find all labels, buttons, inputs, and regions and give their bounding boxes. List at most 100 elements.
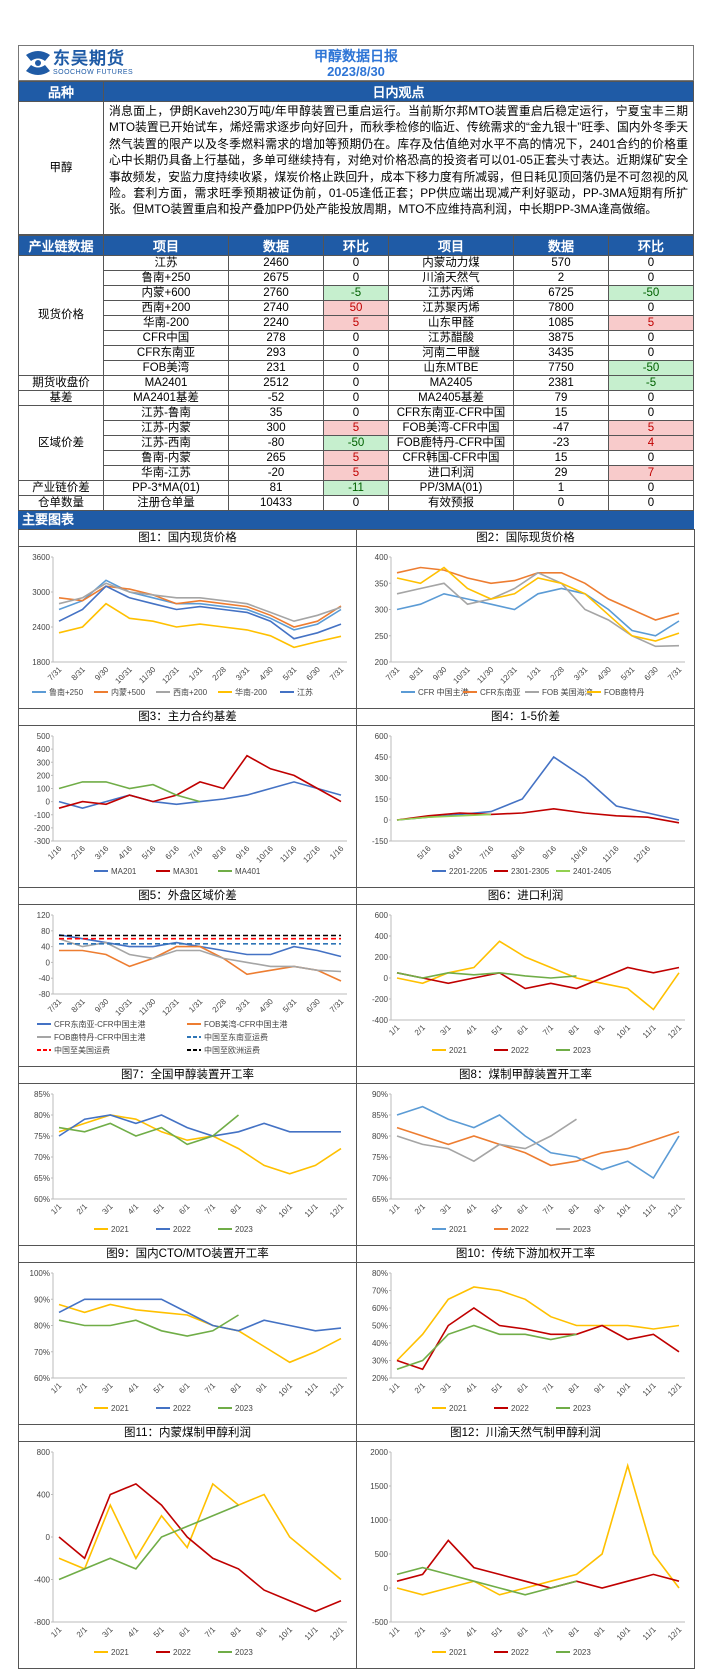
y-tick-label: 3600	[32, 553, 50, 562]
data-row: 鲁南+250 2675 0 川渝天然气 2 0	[19, 270, 694, 286]
x-tick-label: 11/1	[641, 1381, 658, 1398]
chart-title: 图11：内蒙煤制甲醇利润	[19, 1425, 356, 1442]
change: 0	[323, 390, 389, 406]
chart-grid: 图1：国内现货价格 1800 2400 3000 3600 7/31 8/31 9/30 10/…	[18, 529, 695, 1669]
chart-title: 图8：煤制甲醇装置开工率	[357, 1067, 694, 1084]
chart-cell: 图10：传统下游加权开工率 20% 30% 40% 50% 60% 70% 80% 1/1 2/1…	[356, 1245, 695, 1425]
value: 300	[228, 420, 324, 436]
series-line	[396, 1286, 680, 1362]
value: -20	[228, 465, 324, 481]
item: PP-3*MA(01)	[103, 480, 229, 496]
change: 0	[608, 405, 694, 421]
x-tick-label: 8/1	[229, 1625, 244, 1640]
item: FOB美湾	[103, 360, 229, 376]
x-tick-label: 5/31	[281, 665, 299, 683]
chart-cell: 图4：1-5价差 -150 0 150 300 450 600 5/16 6/16 7/16 8/1…	[356, 708, 695, 888]
value: 570	[513, 255, 609, 271]
series-line	[396, 1118, 577, 1163]
data-row: CFR中国 278 0 江苏醋酸 3875 0	[19, 330, 694, 346]
y-tick-label: 600	[375, 732, 389, 741]
x-tick-label: 9/1	[254, 1381, 269, 1396]
change: 5	[323, 315, 389, 331]
item: 江苏醋酸	[388, 330, 514, 346]
y-tick-label: 0	[46, 1533, 51, 1542]
data-row: 西南+200 2740 50 江苏聚丙烯 7800 0	[19, 300, 694, 316]
change: 5	[608, 315, 694, 331]
series-line	[396, 1462, 680, 1596]
chart: 65% 70% 75% 80% 85% 90% 1/1 2/1 3/1 4/1 5/1 6/1 7/1 8…	[372, 1090, 685, 1234]
legend-label: 鲁南+250	[49, 687, 84, 697]
x-tick-label: 10/1	[615, 1202, 633, 1220]
value: 35	[228, 405, 324, 421]
change: -50	[608, 285, 694, 301]
group-label: 基差	[18, 390, 104, 406]
value: 2760	[228, 285, 324, 301]
y-tick-label: 80%	[372, 1269, 388, 1278]
series-line	[58, 579, 342, 631]
x-tick-label: 4/30	[258, 997, 276, 1015]
item: 有效预报	[388, 495, 514, 511]
x-tick-label: 1/1	[387, 1381, 402, 1396]
item: 江苏-内蒙	[103, 420, 229, 436]
y-tick-label: 400	[375, 553, 389, 562]
legend-label: 华南-200	[235, 687, 268, 697]
item: MA2405基差	[388, 390, 514, 406]
change: -5	[323, 285, 389, 301]
data-row: 期货收盘价 MA2401 2512 0 MA2405 2381 -5	[18, 375, 694, 391]
y-tick-label: 300	[375, 774, 389, 783]
x-tick-label: 6/1	[515, 1381, 530, 1396]
y-tick-label: -400	[34, 1576, 51, 1585]
y-tick-label: -800	[34, 1618, 51, 1627]
x-tick-label: 9/1	[254, 1202, 269, 1217]
series-line	[396, 966, 680, 990]
legend-label: 2022	[173, 1225, 191, 1234]
y-tick-label: 0	[384, 816, 389, 825]
legend-label: CFR东南亚	[480, 687, 520, 697]
item: 鲁南-内蒙	[103, 450, 229, 466]
legend-label: 2021	[449, 1046, 467, 1055]
series-line	[396, 971, 577, 979]
item: 注册仓单量	[103, 495, 229, 511]
data-row: 华南-200 2240 5 山东甲醛 1085 5	[19, 315, 694, 331]
change: 0	[608, 450, 694, 466]
legend-label: FOB鹿特丹-CFR中国主港	[54, 1032, 146, 1042]
y-tick-label: 70%	[34, 1153, 50, 1162]
x-tick-label: 5/1	[152, 1625, 167, 1640]
x-tick-label: 11/1	[303, 1625, 320, 1642]
x-tick-label: 11/1	[641, 1625, 658, 1642]
change: 0	[608, 345, 694, 361]
series-line	[396, 940, 680, 1011]
series-line	[396, 566, 680, 642]
x-tick-label: 3/1	[438, 1625, 453, 1640]
y-tick-label: 70%	[372, 1174, 388, 1183]
group-label: 期货收盘价	[18, 375, 104, 391]
group-label: 现货价格	[18, 255, 104, 376]
y-tick-label: 600	[375, 911, 389, 920]
x-tick-label: 6/1	[515, 1202, 530, 1217]
data-row: 基差 MA2401基差 -52 0 MA2405基差 79 0	[18, 390, 694, 406]
legend-label: MA301	[173, 867, 199, 876]
x-tick-label: 11/30	[137, 665, 157, 685]
y-tick-label: 85%	[372, 1111, 388, 1120]
logo-text: 东吴期货	[53, 48, 125, 68]
data-row: 仓单数量 注册仓单量 10433 0 有效预报 0 0	[18, 495, 694, 511]
x-tick-label: 4/1	[464, 1023, 479, 1038]
legend-label: 2021	[111, 1225, 129, 1234]
y-tick-label: -200	[372, 995, 389, 1004]
x-tick-label: 3/31	[572, 665, 590, 683]
x-tick-label: 3/1	[438, 1381, 453, 1396]
data-row: 现货价格 江苏 2460 0 内蒙动力煤 570 0	[18, 255, 694, 376]
x-tick-label: 10/31	[451, 665, 472, 686]
change: 0	[608, 270, 694, 286]
x-tick-label: 12/16	[632, 844, 653, 865]
x-tick-label: 5/31	[281, 997, 299, 1015]
legend-label: FOB鹿特丹	[604, 687, 644, 697]
y-tick-label: 350	[375, 579, 389, 588]
chart-title: 图9：国内CTO/MTO装置开工率	[19, 1246, 356, 1263]
x-tick-label: 9/30	[93, 997, 111, 1015]
x-tick-label: 11/1	[641, 1023, 658, 1040]
x-tick-label: 10/1	[277, 1625, 295, 1643]
y-tick-label: 400	[37, 1491, 51, 1500]
x-tick-label: 7/1	[203, 1381, 218, 1396]
y-tick-label: 70%	[34, 1348, 50, 1357]
